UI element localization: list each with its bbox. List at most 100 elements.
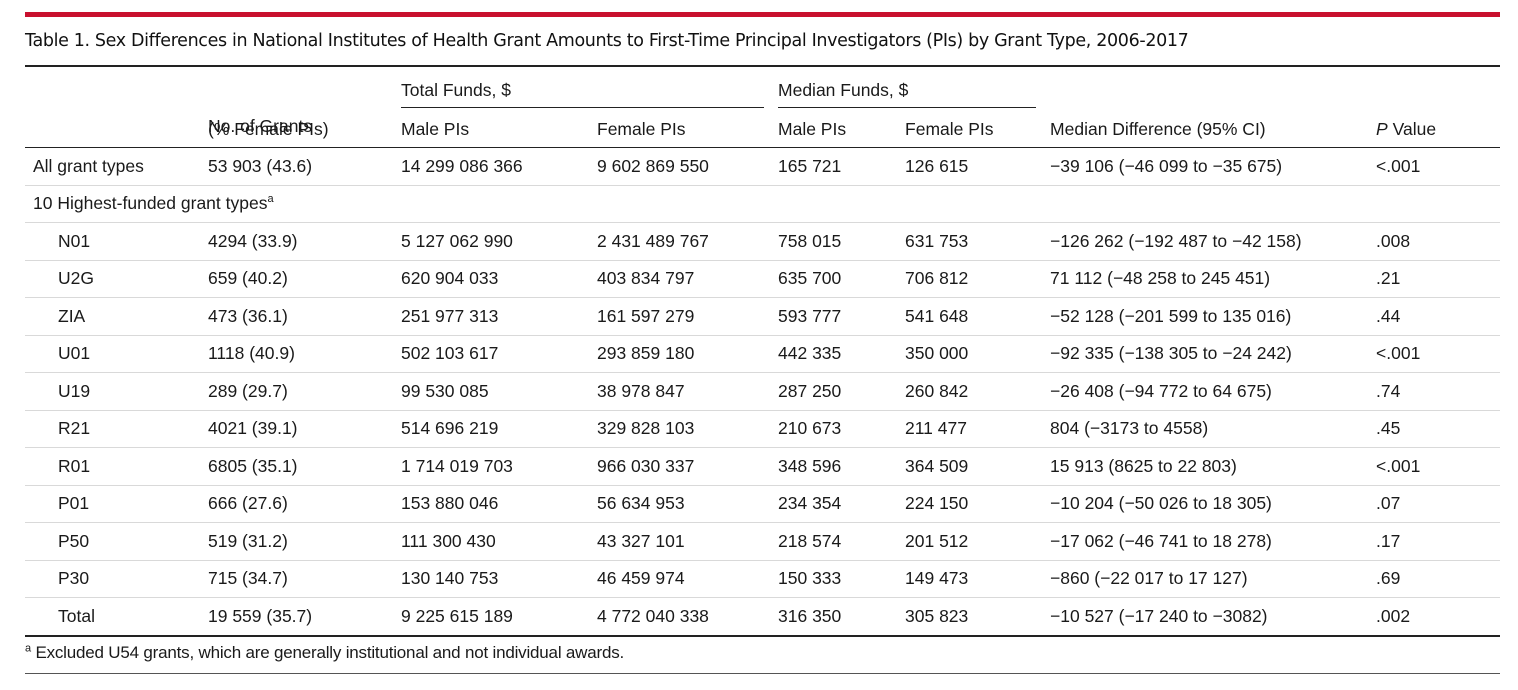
- title-divider: [25, 65, 1500, 67]
- cell-median-diff: 804 (−3173 to 4558): [1050, 410, 1377, 448]
- cell-total-female: 2 431 489 767: [597, 222, 779, 261]
- header-median-male: Male PIs: [778, 109, 906, 148]
- cell-total-male: 99 530 085: [401, 372, 597, 411]
- subheading-footnote-mark: a: [267, 193, 274, 206]
- cell-median-female: 350 000: [905, 335, 1051, 373]
- cell-median-male: 635 700: [778, 260, 906, 298]
- cell-total-male: 514 696 219: [401, 410, 597, 448]
- cell-p-value: .74: [1376, 372, 1501, 411]
- header-median-difference: Median Difference (95% CI): [1050, 109, 1377, 148]
- cell-median-female: 211 477: [905, 410, 1051, 448]
- subheading-cell: 10 Highest-funded grant typesa: [25, 185, 1501, 223]
- cell-p-value: .69: [1376, 560, 1501, 598]
- cell-total-female: 966 030 337: [597, 447, 779, 486]
- bottom-divider: [25, 672, 1500, 674]
- cell-median-female: 126 615: [905, 147, 1051, 186]
- cell-median-diff: 71 112 (−48 258 to 245 451): [1050, 260, 1377, 298]
- cell-p-value: .07: [1376, 485, 1501, 523]
- header-total-funds-label: Total Funds, $: [401, 80, 765, 108]
- header-median-funds: Median Funds, $: [778, 67, 1050, 110]
- header-grant-type: [25, 109, 208, 148]
- cell-median-female: 631 753: [905, 222, 1051, 261]
- cell-total-male: 14 299 086 366: [401, 147, 597, 186]
- header-median-funds-label: Median Funds, $: [778, 80, 1037, 108]
- cell-median-female: 541 648: [905, 297, 1051, 336]
- cell-median-male: 316 350: [778, 606, 842, 626]
- table-footnote: a Excluded U54 grants, which are general…: [25, 637, 1500, 673]
- cell-median-diff: −126 262 (−192 487 to −42 158): [1050, 222, 1377, 261]
- cell-median-female: 706 812: [905, 260, 1051, 298]
- table-row: U01 1118 (40.9) 502 103 617 293 859 180 442 …: [25, 335, 1501, 373]
- footnote-mark: a: [25, 641, 31, 654]
- header-empty: [1050, 67, 1376, 110]
- header-total-male: Male PIs: [401, 109, 597, 148]
- cell-grants: 715 (34.7): [208, 560, 401, 598]
- cell-grant-type: P30: [25, 560, 208, 598]
- header-grants-pct: (% Female PIs): [208, 109, 401, 148]
- cell-median-female: 305 823: [905, 606, 969, 626]
- cell-median-female: 260 842: [905, 372, 1051, 411]
- cell-grants: 4021 (39.1): [208, 410, 401, 448]
- cell-median-male: 234 354: [778, 485, 906, 523]
- cell-total-female: 56 634 953: [597, 485, 779, 523]
- cell-p-value: .008: [1376, 222, 1501, 261]
- cell-median-male: 165 721: [778, 147, 906, 186]
- cell-total-male: 5 127 062 990: [401, 222, 597, 261]
- header-total-female: Female PIs: [597, 109, 779, 148]
- cell-p-value: .17: [1376, 522, 1501, 561]
- cell-total-female: 403 834 797: [597, 260, 779, 298]
- header-empty: [1376, 67, 1500, 110]
- cell-grant-type: R01: [25, 447, 208, 486]
- footnote-divider: [25, 635, 1500, 637]
- cell-label: All grant types: [25, 147, 208, 186]
- cell-median-male: 348 596: [778, 447, 906, 486]
- cell-median-female: 149 473: [905, 560, 1051, 598]
- table-row: P30 715 (34.7) 130 140 753 46 459 974 150 33…: [25, 560, 1501, 598]
- cell-grants: 473 (36.1): [208, 297, 401, 336]
- cell-grants: 659 (40.2): [208, 260, 401, 298]
- cell-total-male: 502 103 617: [401, 335, 597, 373]
- cell-median-female: 201 512: [905, 522, 1051, 561]
- cell-grants: 4294 (33.9): [208, 222, 401, 261]
- cell-p-value: .44: [1376, 297, 1501, 336]
- table-row: ZIA 473 (36.1) 251 977 313 161 597 279 593 7…: [25, 297, 1501, 336]
- cell-median-female: 224 150: [905, 485, 1051, 523]
- table-row: P01 666 (27.6) 153 880 046 56 634 953 234 35…: [25, 485, 1501, 523]
- cell-grant-type: N01: [25, 222, 208, 261]
- cell-total-male: 620 904 033: [401, 260, 597, 298]
- cell-p-value: <.001: [1376, 447, 1501, 486]
- cell-grant-type: P01: [25, 485, 208, 523]
- cell-total-male: 9 225 615 189: [401, 606, 513, 626]
- cell-median-male: 442 335: [778, 335, 906, 373]
- cell-grant-type: U19: [25, 372, 208, 411]
- table-title: Table 1. Sex Differences in National Ins…: [25, 31, 1189, 51]
- table-row: R21 4021 (39.1) 514 696 219 329 828 103 210 …: [25, 410, 1501, 448]
- cell-grants: 289 (29.7): [208, 372, 401, 411]
- cell-total-male: 111 300 430: [401, 522, 597, 561]
- header-empty: [25, 67, 208, 110]
- header-p-italic: P: [1376, 119, 1388, 139]
- subheading-label: 10 Highest-funded grant types: [33, 193, 268, 214]
- cell-median-diff: 15 913 (8625 to 22 803): [1050, 447, 1377, 486]
- table-subheading-row: 10 Highest-funded grant typesa: [25, 185, 1501, 223]
- header-grants: No. of Grants: [208, 67, 401, 136]
- cell-median-diff: −39 106 (−46 099 to −35 675): [1050, 147, 1377, 186]
- cell-grants: 666 (27.6): [208, 485, 401, 523]
- table-row: U19 289 (29.7) 99 530 085 38 978 847 287 250…: [25, 372, 1501, 411]
- cell-median-diff: −52 128 (−201 599 to 135 016): [1050, 297, 1377, 336]
- table-row-all: All grant types 53 903 (43.6) 14 299 086…: [25, 147, 1501, 186]
- table-row: Total 19 559 (35.7) 9 225 615 189 4 772 040…: [25, 598, 1500, 636]
- cell-median-diff: −860 (−22 017 to 17 127): [1050, 560, 1377, 598]
- cell-grants: 6805 (35.1): [208, 447, 401, 486]
- cell-median-male: 210 673: [778, 410, 906, 448]
- cell-median-male: 150 333: [778, 560, 906, 598]
- cell-grants: 519 (31.2): [208, 522, 401, 561]
- cell-median-female: 364 509: [905, 447, 1051, 486]
- table-row: P50 519 (31.2) 111 300 430 43 327 101 218 57…: [25, 522, 1501, 561]
- cell-p-value: .21: [1376, 260, 1501, 298]
- cell-total-male: 251 977 313: [401, 297, 597, 336]
- header-grants-line1: No. of Grants: [208, 115, 313, 136]
- cell-grant-type: P50: [25, 522, 208, 561]
- cell-grant-type: R21: [25, 410, 208, 448]
- cell-median-male: 593 777: [778, 297, 906, 336]
